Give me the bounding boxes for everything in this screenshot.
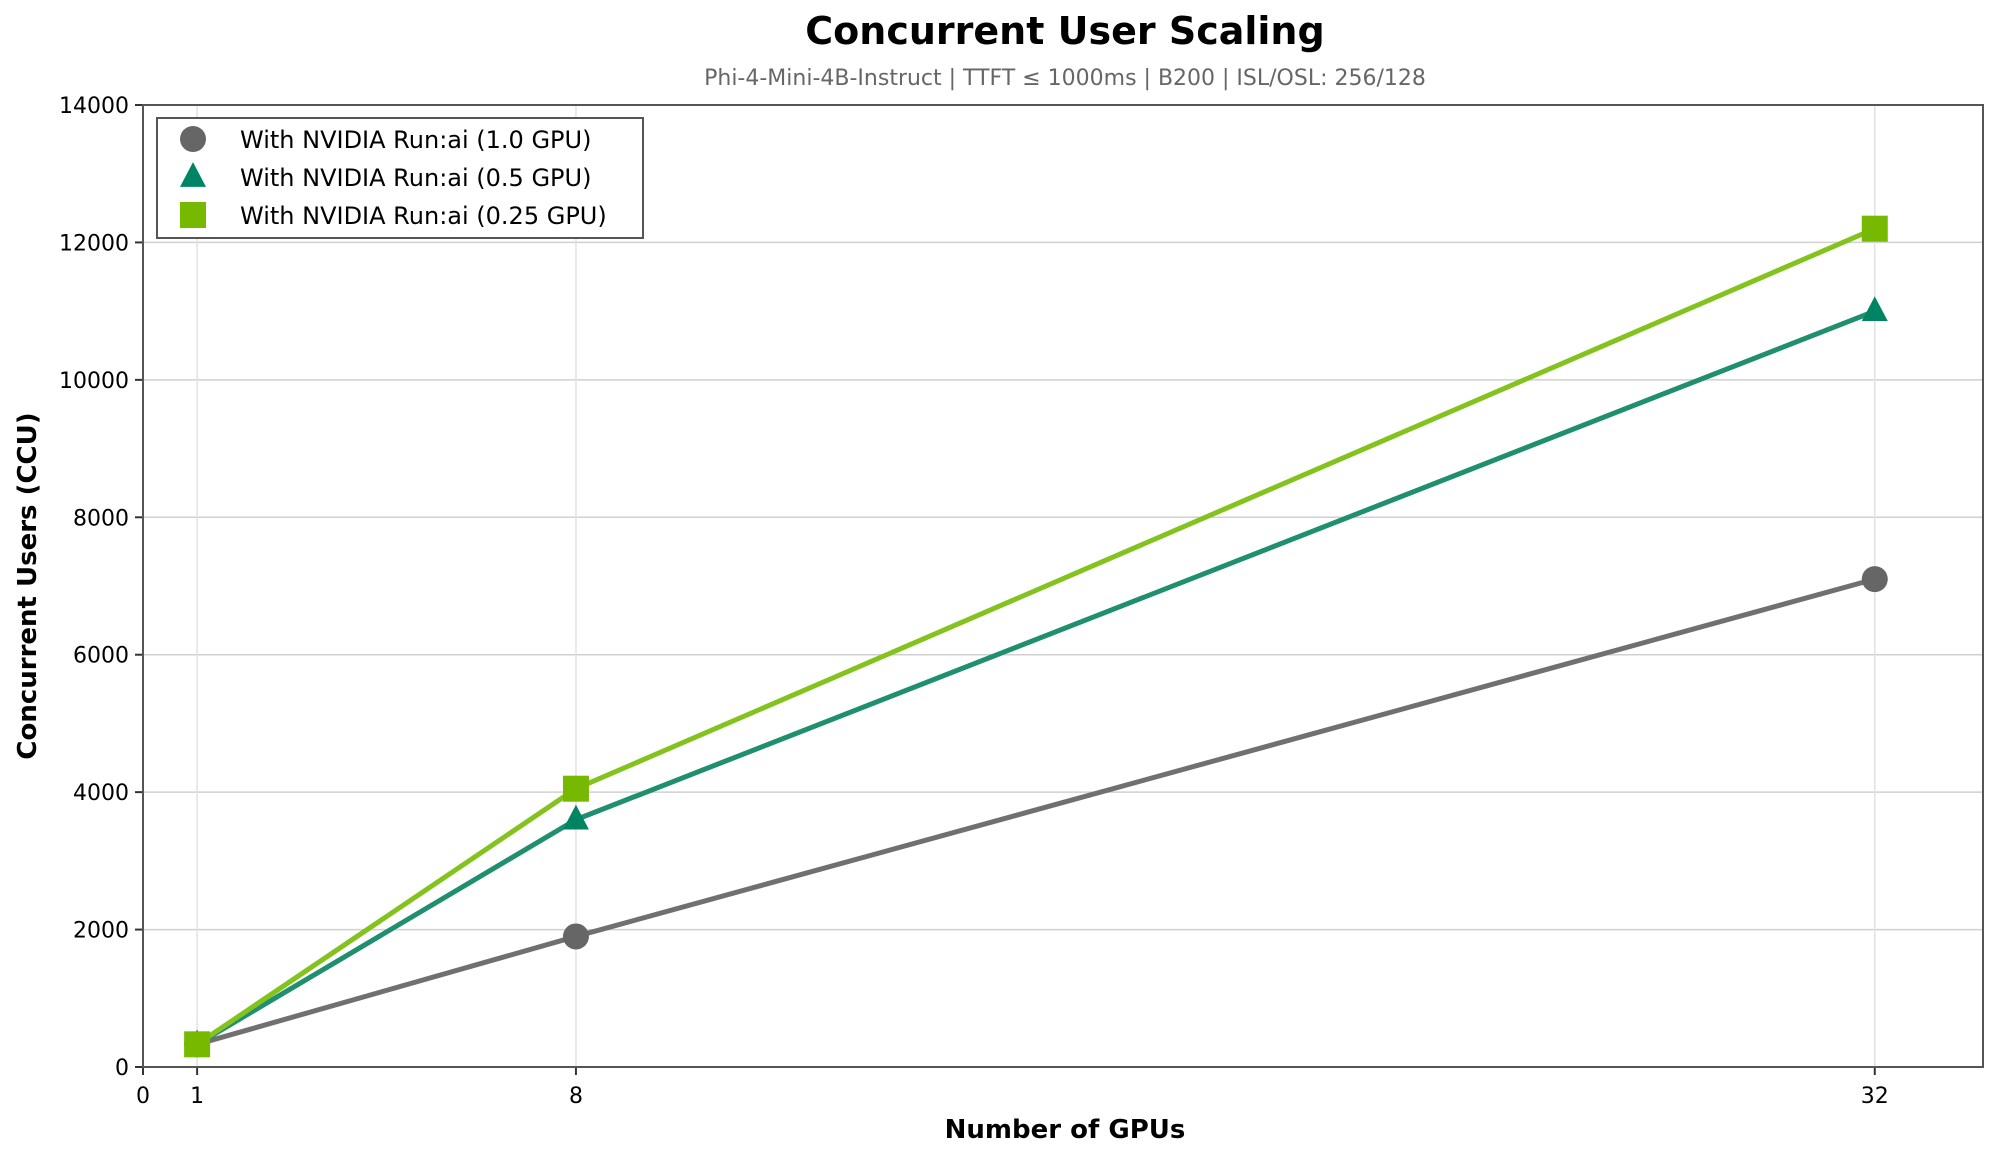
gridlines — [143, 105, 1983, 1067]
triangle-marker-icon — [562, 804, 589, 830]
y-tick-label: 4000 — [73, 781, 129, 806]
square-marker-icon — [1861, 215, 1888, 242]
y-tick-label: 12000 — [59, 231, 129, 256]
y-tick-label: 2000 — [73, 919, 129, 944]
triangle-marker-icon — [1861, 296, 1888, 322]
series-line — [195, 308, 1876, 1047]
x-tick-label: 0 — [136, 1084, 150, 1109]
axes: 0 2000 4000 6000 8000 10000 12000 14000 0 1 8 32 — [59, 94, 1984, 1109]
series-square — [184, 215, 1888, 1058]
series-triangle — [184, 296, 1888, 1055]
legend-item: With NVIDIA Run:ai (0.5 GPU) — [180, 162, 591, 192]
legend-label: With NVIDIA Run:ai (1.0 GPU) — [240, 126, 591, 154]
legend-label: With NVIDIA Run:ai (0.25 GPU) — [240, 202, 607, 230]
legend-circle-icon — [180, 126, 206, 152]
chart-subtitle: Phi-4-Mini-4B-Instruct | TTFT ≤ 1000ms |… — [704, 66, 1426, 91]
x-tick-label: 32 — [1861, 1084, 1889, 1109]
legend-square-icon — [180, 202, 206, 228]
x-tick-label: 8 — [569, 1084, 583, 1109]
legend-item: With NVIDIA Run:ai (1.0 GPU) — [180, 126, 591, 154]
legend-box — [156, 117, 644, 239]
series-line — [196, 576, 1876, 1047]
chart-title: Concurrent User Scaling — [805, 9, 1324, 53]
y-tick-label: 14000 — [59, 94, 129, 119]
square-marker-icon — [562, 775, 589, 802]
legend-item: With NVIDIA Run:ai (0.25 GPU) — [180, 202, 607, 230]
series-group — [184, 215, 1888, 1058]
plot-frame — [142, 104, 1984, 1068]
y-tick-label: 10000 — [59, 369, 129, 394]
x-tick-label: 1 — [190, 1084, 204, 1109]
y-tick-label: 0 — [115, 1056, 129, 1081]
legend: With NVIDIA Run:ai (1.0 GPU) With NVIDIA … — [156, 117, 644, 239]
y-tick-label: 8000 — [73, 506, 129, 531]
circle-marker-icon — [562, 923, 589, 950]
y-axis-label: Concurrent Users (CCU) — [13, 412, 43, 759]
circle-marker-icon — [1861, 566, 1888, 593]
y-tick-label: 6000 — [73, 644, 129, 669]
x-axis-label: Number of GPUs — [945, 1115, 1186, 1145]
square-marker-icon — [184, 1031, 211, 1058]
series-line — [195, 226, 1876, 1047]
legend-label: With NVIDIA Run:ai (0.5 GPU) — [240, 164, 591, 192]
legend-triangle-icon — [180, 162, 206, 187]
